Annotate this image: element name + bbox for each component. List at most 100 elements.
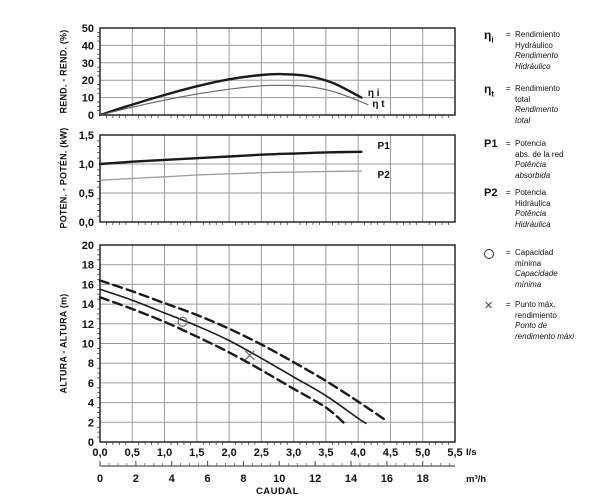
legend-equals: = [506,188,511,197]
curve-eta-hydraulic [98,72,363,117]
curve-label-p2-hydraulic-power: P2 [378,170,391,181]
y-tick-label: 4 [88,398,95,410]
secondary-x-tick-label: 6 [205,473,211,485]
secondary-x-tick-label: 16 [381,473,393,485]
legend-line: Rendimiento [515,84,560,93]
legend-line: total [515,115,531,125]
secondary-flow-ruler: 0 2 4 6 8 10 12 14 16 18 [97,461,455,485]
y-tick-label: 10 [82,93,94,105]
x-tick-label: 3,0 [286,447,301,459]
y-tick-label: 8 [88,358,94,370]
primary-unit-label: l/s [466,447,477,458]
circle-icon [484,248,506,261]
legend-line: Hidráulica [515,198,551,208]
secondary-x-tick-label: 0 [97,473,103,485]
legend-equals: = [506,30,511,39]
curve-p1-absorbed-power [98,150,363,166]
legend-line: absorbida [515,170,551,180]
curve-head-lower-tolerance [98,296,348,427]
x-tick-label: 5,5 [447,447,462,459]
y-tick-label: 20 [82,75,94,87]
x-tick-label: 0,5 [125,447,140,459]
y-tick-label: 0 [88,437,94,449]
y-tick-label: 0,0 [79,217,94,229]
legend-line: rendimento máxi [515,331,575,341]
legend-item-eta-total: ηt = Rendimiento total Rendimento total [484,82,560,126]
y-tick-label: 6 [88,378,94,390]
secondary-x-tick-label: 18 [417,473,429,485]
secondary-x-tick-label: 2 [133,473,139,485]
legend-line: Capacidad [515,248,554,257]
legend-equals: = [506,139,511,148]
legend-line: Potencia [515,139,547,148]
y-tick-label: 12 [82,319,94,331]
y-tick-label: 40 [82,40,94,52]
plot-frame [99,27,456,116]
x-tick-label: 0,0 [92,447,107,459]
legend-item-max-efficiency: ✕ = Punto máx. rendimiento Ponto de rendiment… [484,300,574,342]
legend-text-p1: Potencia abs. de la red Potência absorbida [515,139,563,181]
y-tick-label: 2 [88,417,94,429]
x-axis-title: CAUDAL [255,486,300,497]
y-axis-label-head: ALTURA - ALTURA (m) [58,293,69,394]
legend-text-eta-hydraulic: Rendimiento Hydráulico Rendimento Hidráulic… [515,30,560,72]
legend-line: Hydráulico [515,40,553,50]
legend-text-max-efficiency: Punto máx. rendimiento Ponto de rendimento … [515,300,574,342]
curve-head-nominal [99,288,367,425]
x-tick-label: 2,0 [221,447,236,459]
legend-item-p1: P1 = Potencia abs. de la red Potência absorbi… [484,139,563,181]
legend-line: Rendimento [515,105,559,114]
x-tick-label: 4,0 [351,447,366,459]
efficiency-chart: 0 10 20 30 40 50 η iη t [82,23,456,122]
x-tick-label: 1,5 [189,447,204,459]
curve-label-p1-absorbed-power: P1 [378,141,391,152]
legend-item-eta-hydraulic: ηi = Rendimiento Hydráulico Rendimento Hidráu… [484,28,560,72]
x-tick-label: 3,5 [318,447,333,459]
legend-line: total [515,94,531,104]
legend-symbol-p2: P2 [484,187,498,199]
legend-line: Rendimiento [515,30,560,39]
secondary-x-tick-label: 14 [345,473,358,485]
x-tick-label: 1,0 [157,447,172,459]
legend-line: Potencia [515,188,547,197]
x-tick-label: 4,5 [383,447,398,459]
y-tick-label: 0 [88,110,94,122]
plot-frame [99,134,456,223]
chart-legend: ηi = Rendimiento Hydráulico Rendimento Hidráu… [484,0,600,500]
legend-text-p2: Potencia Hidráulica Potência Hidráulica [515,188,551,230]
y-tick-label: 14 [82,299,95,311]
legend-symbol-eta-hydraulic: ηi [484,28,494,45]
legend-text-min-capacity: Capacidad mínima Capacidade mínima [515,248,558,290]
x-tick-label: 2,5 [254,447,269,459]
legend-equals: = [506,84,511,93]
y-tick-label: 10 [82,339,94,351]
secondary-x-tick-label: 4 [169,473,176,485]
legend-line: Potência [515,209,547,218]
legend-line: abs. de la red [515,149,564,159]
legend-line: rendimiento [515,310,557,320]
y-tick-label: 0,5 [79,188,94,200]
legend-line: mínima [515,279,542,289]
secondary-x-tick-label: 8 [240,473,246,485]
legend-line: Punto máx. [515,300,556,309]
legend-item-min-capacity: = Capacidad mínima Capacidade mínima [484,248,558,290]
head-chart: 0 2 4 6 8 10 12 14 16 18 20 0,0 0,5 1,0 1,5 2,0 2,5 3,0 3,… [82,240,463,459]
legend-line: Capacidade [515,269,558,278]
circle-icon [484,249,494,259]
y-tick-label: 50 [82,23,94,35]
curve-p2-hydraulic-power [99,170,363,181]
secondary-x-tick-label: 12 [309,473,321,485]
legend-line: Ponto de [515,321,548,330]
legend-line: Hidráulico [515,61,551,71]
legend-line: mínima [515,258,542,268]
y-tick-label: 16 [82,279,94,291]
y-axis-label-efficiency: REND. - REND. (%) [58,29,69,114]
power-chart: 0,0 0,5 1,0 1,5 P1 P2 [79,130,456,229]
best-efficiency-marker [244,350,255,361]
y-tick-label: 1,5 [79,130,94,142]
plot-frame [99,244,456,443]
y-tick-label: 30 [82,58,94,70]
legend-symbol-eta-total: ηt [484,82,495,99]
legend-line: Rendimento [515,51,559,60]
